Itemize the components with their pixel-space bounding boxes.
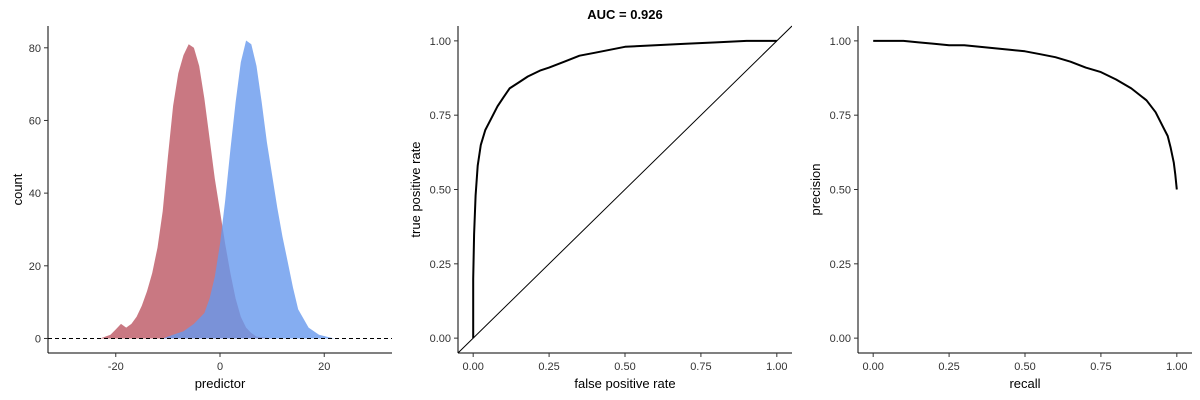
- x-tick-label: 0.00: [462, 361, 483, 373]
- y-tick-label: 40: [29, 188, 41, 200]
- y-tick-label: 0.75: [430, 110, 451, 122]
- plot-area: [458, 25, 792, 353]
- y-tick-label: 1.00: [430, 36, 451, 48]
- x-tick-label: 0.75: [690, 361, 711, 373]
- density-area-1: [100, 44, 278, 339]
- x-tick-label: 0.75: [1090, 361, 1111, 373]
- x-tick-label: 1.00: [766, 361, 787, 373]
- y-tick-label: 1.00: [830, 36, 851, 48]
- y-tick-label: 0.50: [430, 185, 451, 197]
- x-axis-label: predictor: [195, 376, 246, 391]
- y-tick-label: 0.50: [830, 185, 851, 197]
- y-tick-label: 0: [35, 333, 41, 345]
- x-tick-label: 0: [217, 361, 223, 373]
- x-tick-label: 0.25: [538, 361, 559, 373]
- x-axis-label: recall: [1009, 376, 1040, 391]
- density-area-2: [162, 40, 335, 339]
- series-line-1: [472, 39, 777, 339]
- panel-2: 0.00 0.25 0.50 0.75 1.00 0.00 0.25 0.50 0.75 1.00…: [408, 7, 792, 391]
- x-tick-label: 20: [318, 361, 330, 373]
- x-tick-label: -20: [108, 361, 124, 373]
- y-axis-label: precision: [808, 163, 823, 215]
- panel-3: 0.00 0.25 0.50 0.75 1.00 0.00 0.25 0.50 0.75 1.00…: [808, 26, 1192, 391]
- x-tick-label: 1.00: [1166, 361, 1187, 373]
- x-tick-label: 0.00: [862, 361, 883, 373]
- y-tick-label: 0.25: [430, 259, 451, 271]
- plot-area: [100, 40, 335, 339]
- y-tick-label: 0.00: [830, 333, 851, 345]
- y-tick-label: 0.75: [830, 110, 851, 122]
- x-axis-label: false positive rate: [574, 376, 675, 391]
- y-axis-label: count: [10, 173, 25, 205]
- y-tick-label: 80: [29, 43, 41, 55]
- plot-area: [873, 39, 1178, 190]
- panel-title: AUC = 0.926: [587, 7, 663, 22]
- diagonal-reference-line: [458, 25, 792, 353]
- y-tick-label: 20: [29, 261, 41, 273]
- y-tick-label: 60: [29, 115, 41, 127]
- x-tick-label: 0.25: [938, 361, 959, 373]
- y-axis-label: true positive rate: [408, 141, 423, 237]
- series-line-1: [873, 39, 1178, 190]
- y-tick-label: 0.00: [430, 333, 451, 345]
- y-tick-label: 0.25: [830, 259, 851, 271]
- x-tick-label: 0.50: [1014, 361, 1035, 373]
- panel-1: -20 0 20 0 20 40 60 80 predictor count: [10, 26, 392, 391]
- x-tick-label: 0.50: [614, 361, 635, 373]
